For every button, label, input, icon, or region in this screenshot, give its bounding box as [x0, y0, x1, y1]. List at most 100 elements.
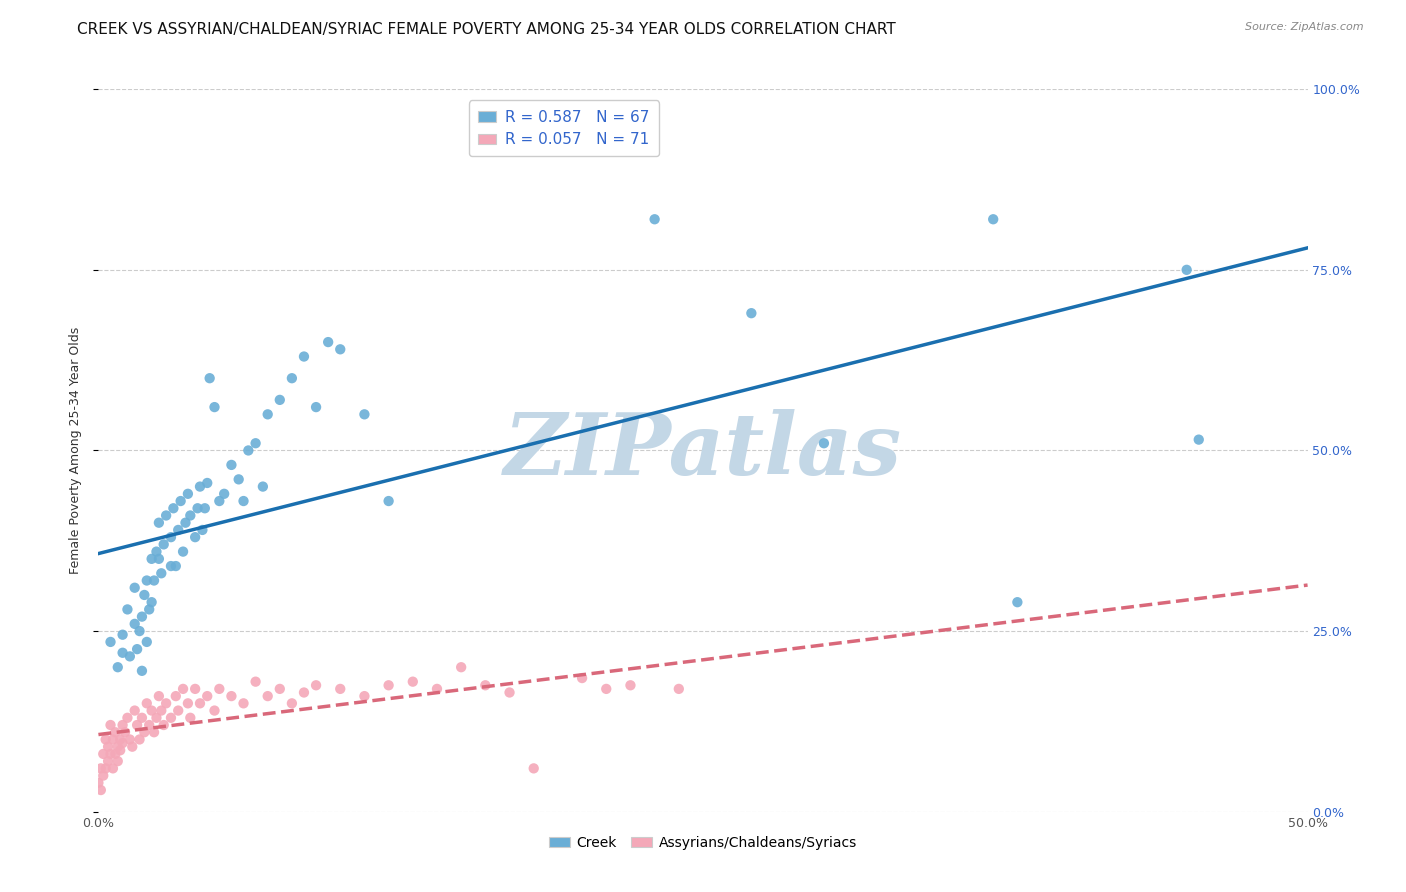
Point — [174, 516, 197, 530]
Point — [160, 711, 183, 725]
Point — [91, 747, 114, 761]
Point — [160, 559, 183, 574]
Point — [108, 732, 131, 747]
Point — [1007, 595, 1029, 609]
Point — [305, 678, 328, 692]
Point — [138, 718, 160, 732]
Point — [523, 761, 546, 775]
Point — [101, 732, 124, 747]
Point — [141, 704, 163, 718]
Point — [204, 704, 226, 718]
Point — [208, 681, 231, 696]
Point — [167, 523, 190, 537]
Point — [292, 685, 315, 699]
Text: Source: ZipAtlas.com: Source: ZipAtlas.com — [1246, 22, 1364, 32]
Point — [100, 718, 122, 732]
Point — [117, 711, 139, 725]
Point — [292, 350, 315, 364]
Point — [221, 458, 243, 472]
Point — [177, 487, 200, 501]
Point — [426, 681, 449, 696]
Point — [228, 472, 250, 486]
Point — [281, 696, 304, 710]
Point — [97, 739, 120, 754]
Point — [165, 559, 187, 574]
Point — [269, 392, 291, 407]
Point — [238, 443, 260, 458]
Point — [104, 747, 127, 761]
Point — [179, 711, 201, 725]
Y-axis label: Female Poverty Among 25-34 Year Olds: Female Poverty Among 25-34 Year Olds — [69, 326, 83, 574]
Point — [97, 754, 120, 768]
Point — [329, 681, 352, 696]
Point — [402, 674, 425, 689]
Point — [353, 407, 375, 421]
Point — [172, 681, 194, 696]
Point — [160, 530, 183, 544]
Point — [644, 212, 666, 227]
Point — [245, 674, 267, 689]
Point — [188, 696, 211, 710]
Point — [281, 371, 304, 385]
Point — [668, 681, 690, 696]
Point — [141, 595, 163, 609]
Point — [148, 551, 170, 566]
Point — [172, 544, 194, 558]
Point — [1175, 262, 1198, 277]
Point — [232, 494, 254, 508]
Point — [571, 671, 593, 685]
Point — [184, 681, 207, 696]
Point — [141, 551, 163, 566]
Point — [111, 646, 134, 660]
Point — [474, 678, 496, 692]
Point — [131, 609, 153, 624]
Point — [148, 689, 170, 703]
Point — [221, 689, 243, 703]
Point — [329, 343, 352, 357]
Point — [128, 624, 150, 639]
Point — [135, 635, 157, 649]
Point — [124, 616, 146, 631]
Point — [111, 628, 134, 642]
Point — [128, 732, 150, 747]
Text: ZIPatlas: ZIPatlas — [503, 409, 903, 492]
Point — [450, 660, 472, 674]
Point — [169, 494, 191, 508]
Point — [198, 371, 221, 385]
Point — [191, 523, 214, 537]
Point — [595, 681, 617, 696]
Point — [134, 725, 156, 739]
Point — [232, 696, 254, 710]
Point — [101, 761, 124, 775]
Point — [179, 508, 201, 523]
Point — [94, 732, 117, 747]
Point — [212, 487, 235, 501]
Point — [204, 400, 226, 414]
Point — [187, 501, 209, 516]
Point — [619, 678, 641, 692]
Point — [131, 711, 153, 725]
Point — [135, 696, 157, 710]
Point — [740, 306, 762, 320]
Point — [87, 776, 110, 790]
Point — [121, 739, 143, 754]
Point — [111, 736, 134, 750]
Point — [305, 400, 328, 414]
Point — [100, 747, 122, 761]
Point — [135, 574, 157, 588]
Point — [150, 704, 173, 718]
Point — [208, 494, 231, 508]
Point — [143, 574, 166, 588]
Point — [377, 494, 399, 508]
Point — [148, 516, 170, 530]
Point — [167, 704, 190, 718]
Point — [150, 566, 173, 581]
Point — [117, 602, 139, 616]
Point — [91, 769, 114, 783]
Point — [377, 678, 399, 692]
Point — [184, 530, 207, 544]
Point — [813, 436, 835, 450]
Point — [100, 635, 122, 649]
Point — [90, 761, 112, 775]
Point — [245, 436, 267, 450]
